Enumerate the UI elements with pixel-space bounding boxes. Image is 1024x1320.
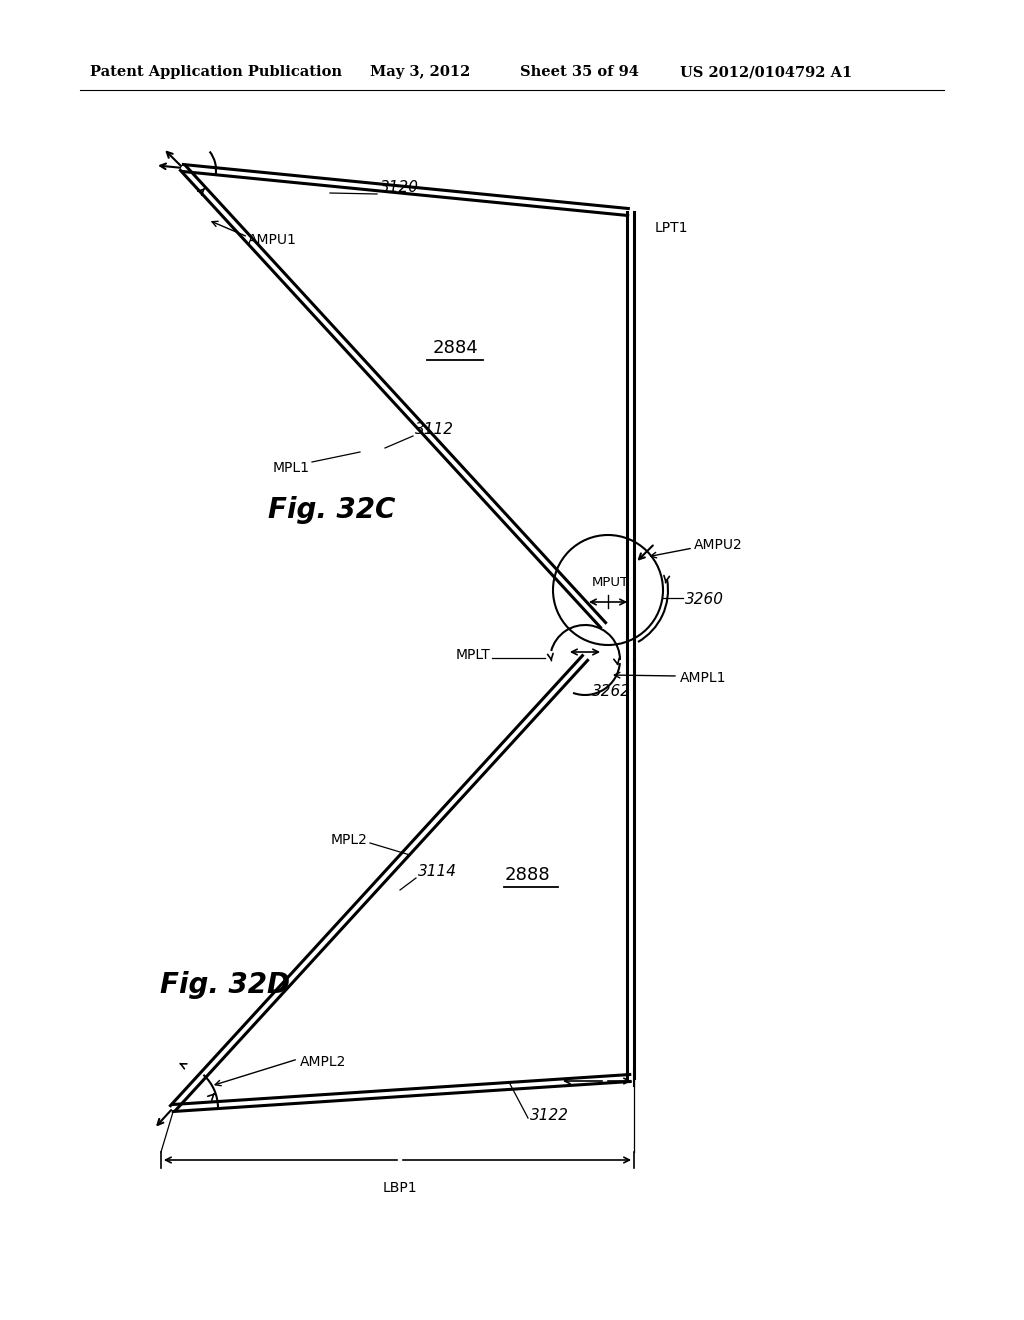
- Text: MPUT: MPUT: [592, 576, 629, 589]
- Text: 3112: 3112: [415, 422, 454, 437]
- Text: 3260: 3260: [685, 593, 724, 607]
- Text: Fig. 32C: Fig. 32C: [268, 496, 395, 524]
- Text: Sheet 35 of 94: Sheet 35 of 94: [520, 65, 639, 79]
- Text: LBP1: LBP1: [383, 1181, 418, 1195]
- Text: AMPU2: AMPU2: [694, 539, 742, 552]
- Text: 3114: 3114: [418, 865, 457, 879]
- Text: 3120: 3120: [380, 181, 419, 195]
- Text: 3262: 3262: [592, 685, 631, 700]
- Text: MPL1: MPL1: [273, 461, 310, 475]
- Text: 2884: 2884: [432, 339, 478, 356]
- Text: MPLT: MPLT: [456, 648, 490, 663]
- Text: Fig. 32D: Fig. 32D: [160, 972, 290, 999]
- Text: Patent Application Publication: Patent Application Publication: [90, 65, 342, 79]
- Text: US 2012/0104792 A1: US 2012/0104792 A1: [680, 65, 852, 79]
- Text: 2888: 2888: [505, 866, 551, 884]
- Text: MPL2: MPL2: [331, 833, 368, 847]
- Text: LPT1: LPT1: [655, 220, 688, 235]
- Text: 3122: 3122: [530, 1107, 569, 1122]
- Text: AMPU1: AMPU1: [248, 234, 297, 247]
- Text: AMPL1: AMPL1: [680, 671, 726, 685]
- Text: AMPL2: AMPL2: [300, 1055, 346, 1069]
- Text: May 3, 2012: May 3, 2012: [370, 65, 470, 79]
